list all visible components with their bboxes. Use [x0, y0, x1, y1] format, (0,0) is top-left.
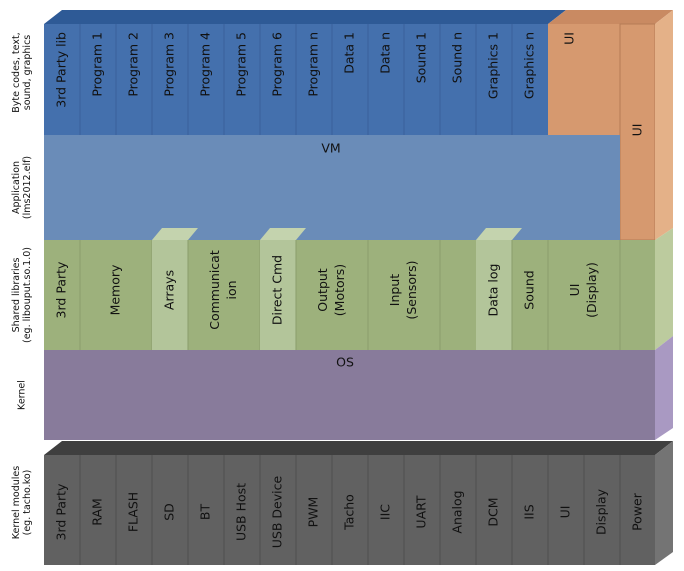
ui-label: UI — [562, 32, 577, 45]
module-item: 3rd Party — [54, 483, 69, 540]
module-item: UI — [558, 506, 573, 519]
bytecode-item: Program 2 — [126, 32, 141, 97]
bytecode-item: Sound 1 — [414, 32, 429, 83]
layer-label: (eg. tacho.ko) — [22, 470, 33, 536]
bytecode-item: Program 5 — [234, 32, 249, 97]
library-item: Output — [315, 268, 330, 312]
module-item: USB Host — [234, 483, 249, 541]
module-item: FLASH — [126, 492, 141, 532]
bytecode-item: Graphics n — [522, 32, 537, 99]
highlight — [260, 240, 296, 350]
layer-label: Kernel modules — [11, 466, 22, 539]
bytecode-item: Program 4 — [198, 32, 213, 97]
highlight — [152, 240, 188, 350]
bytecode-item: 3rd Party lib — [54, 32, 69, 108]
bytecode-top — [44, 10, 566, 24]
module-item: BT — [198, 504, 213, 521]
bytecode-item: Sound n — [450, 32, 465, 83]
content: VM OS — [321, 141, 354, 370]
ui-column — [619, 23, 656, 241]
layer-label: Kernel — [17, 380, 28, 410]
library-item: Memory — [108, 264, 123, 315]
module-item: USB Device — [270, 476, 285, 549]
library-item: (Motors) — [332, 264, 347, 316]
bytecode-item: Graphics 1 — [486, 32, 501, 99]
module-item: Tacho — [342, 494, 357, 531]
module-item: IIS — [522, 504, 537, 519]
layer-label: Byte codes, text, — [11, 32, 22, 112]
module-item: SD — [162, 503, 177, 521]
library-item: 3rd Party — [54, 261, 69, 318]
bytecode-item: Program 1 — [90, 32, 105, 97]
library-item: Direct Cmd — [270, 255, 285, 325]
library-item: ion — [224, 280, 239, 299]
highlight-top — [152, 228, 198, 240]
module-item: Power — [630, 492, 645, 531]
library-item: Sound — [522, 270, 537, 309]
shared-libraries-layer — [44, 240, 655, 350]
layer-label: Shared libraries — [11, 258, 22, 333]
bytecode-item: Data 1 — [342, 32, 357, 74]
ui-top — [548, 10, 673, 24]
ui-column-label: UI — [630, 124, 645, 137]
layer-label: sound, graphics — [22, 35, 33, 111]
ui-box — [548, 24, 620, 135]
modules-side — [655, 441, 673, 565]
highlight — [476, 240, 512, 350]
ui-side — [655, 10, 673, 240]
highlight-top — [476, 228, 522, 240]
kernel-layer — [44, 350, 655, 440]
kernel-side — [655, 336, 673, 440]
module-item: PWM — [306, 497, 321, 528]
os-label: OS — [336, 355, 354, 370]
bytecode-item: Program 6 — [270, 32, 285, 97]
bytecode-item: Program 3 — [162, 32, 177, 97]
layer-label: (lms2012.elf) — [22, 156, 33, 219]
module-item: UART — [414, 495, 429, 528]
shared-side — [655, 228, 673, 350]
bytecode-item: Data n — [378, 32, 393, 74]
library-item: Input — [387, 274, 402, 306]
module-item: RAM — [90, 498, 105, 526]
layer-label: (eg. libouput.so.1.0) — [22, 247, 33, 343]
bytecode-item: Program n — [306, 32, 321, 97]
application-layer — [44, 135, 620, 240]
module-item: IIC — [378, 504, 393, 520]
layer-label: Application — [11, 161, 22, 214]
module-item: Analog — [450, 490, 465, 533]
module-item: DCM — [486, 497, 501, 526]
vm-label: VM — [321, 141, 340, 156]
library-item: UI — [567, 284, 582, 297]
library-item: Arrays — [162, 270, 177, 310]
library-item: Communicat — [207, 250, 222, 330]
highlight-top — [260, 228, 306, 240]
kernel-modules-layer — [44, 455, 655, 565]
library-item: (Sensors) — [404, 260, 419, 319]
module-item: Display — [594, 488, 609, 535]
modules-top — [44, 441, 673, 455]
library-item: (Display) — [584, 262, 599, 318]
library-item: Data log — [486, 264, 501, 317]
